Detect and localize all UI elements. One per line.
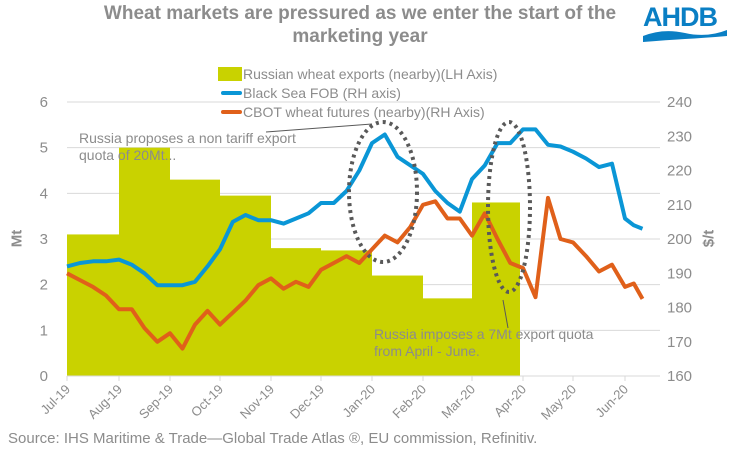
x-tick-label: Mar-20 [438,382,478,422]
x-tick-label: Sep-19 [136,382,176,422]
y-left-tick-label: 2 [40,277,48,294]
y-right-tick-label: 190 [667,265,692,282]
x-tick-label: Aug-19 [85,382,125,422]
y-left-tick-label: 3 [40,231,48,248]
line-series [66,127,645,351]
bar-Dec-19 [321,250,372,376]
y-right-tick-label: 200 [667,231,692,248]
y-right-tick-label: 210 [667,197,692,214]
annotation-ellipses [265,120,532,329]
y-left-tick-label: 4 [40,185,48,202]
source-note: Source: IHS Maritime & Trade—Global Trad… [8,430,538,447]
legend-item-russian-exports: Russian wheat exports (nearby)(LH Axis) [218,64,497,83]
x-tick-label: May-20 [538,382,579,423]
line-black-sea-fob [66,127,644,288]
legend-label: CBOT wheat futures (nearby)(RH Axis) [243,103,485,120]
legend-swatch-line [221,109,242,114]
bar-Feb-20 [423,298,472,376]
chart-title: Wheat markets are pressured as we enter … [103,3,617,47]
y-axis-left-label: Mt [8,229,26,248]
legend-swatch-bar [218,66,242,81]
annotation-line: from April - June. [374,343,480,359]
x-tick-label: Feb-20 [389,382,429,422]
x-tick-label: Jul-19 [37,382,73,418]
y-right-tick-label: 160 [667,368,692,385]
bar-Oct-19 [220,195,271,376]
bar-Sep-19 [170,179,220,376]
annotation-leader [502,299,509,329]
y-right-tick-label: 180 [667,300,692,317]
y-left-tick-label: 6 [40,94,48,111]
x-tick-label: Apr-20 [491,382,529,420]
ahdb-logo: AHDB [643,2,727,46]
bar-Jan-20 [372,275,423,376]
y-left-tick-label: 1 [40,322,48,339]
x-tick-label: Oct-19 [188,382,226,420]
annotation-quota-proposal: Russia proposes a non tariff export quot… [79,130,296,164]
y-axis-right: 160 170 180 190 200 210 220 230 240 [667,94,692,385]
logo-text: AHDB [643,2,718,32]
line-cbot-futures [66,195,645,351]
legend-item-cbot: CBOT wheat futures (nearby)(RH Axis) [218,102,497,121]
ellipse-annotation-apr [486,120,532,294]
y-right-tick-label: 230 [667,128,692,145]
ellipse-annotation-jan [347,120,419,264]
y-axis-right-label: $/t [700,229,718,248]
legend-item-black-sea: Black Sea FOB (RH axis) [218,83,497,102]
x-axis: Jul-19 Aug-19 Sep-19 Oct-19 Nov-19 Dec-19 Jan-… [37,375,660,423]
x-tick-label: Jun-20 [592,382,631,421]
legend-swatch-line [221,90,242,95]
y-right-tick-label: 220 [667,163,692,180]
y-right-tick-label: 170 [667,334,692,351]
bar-Jul-19 [67,234,119,376]
legend-label: Russian wheat exports (nearby)(LH Axis) [243,65,498,82]
logo-wave-icon [643,30,727,42]
y-left-tick-label: 0 [40,368,48,385]
chart-legend: Russian wheat exports (nearby)(LH Axis) … [218,64,497,121]
annotation-leader [265,123,373,133]
y-axis-left: 0 1 2 3 4 5 6 [40,94,48,385]
annotation-line: Russia proposes a non tariff export [79,130,296,146]
x-tick-label: Nov-19 [237,382,277,422]
x-tick-label: Jan-20 [339,382,378,421]
x-tick-label: Dec-19 [287,382,327,422]
bar-Nov-19 [271,248,321,376]
y-left-tick-label: 5 [40,140,48,157]
annotation-line: quota of 20Mt... [79,147,177,163]
y-right-tick-label: 240 [667,94,692,111]
annotation-quota-imposed: Russia imposes a 7Mt export quota from A… [374,326,593,360]
annotation-line: Russia imposes a 7Mt export quota [374,326,594,342]
legend-label: Black Sea FOB (RH axis) [243,84,401,101]
